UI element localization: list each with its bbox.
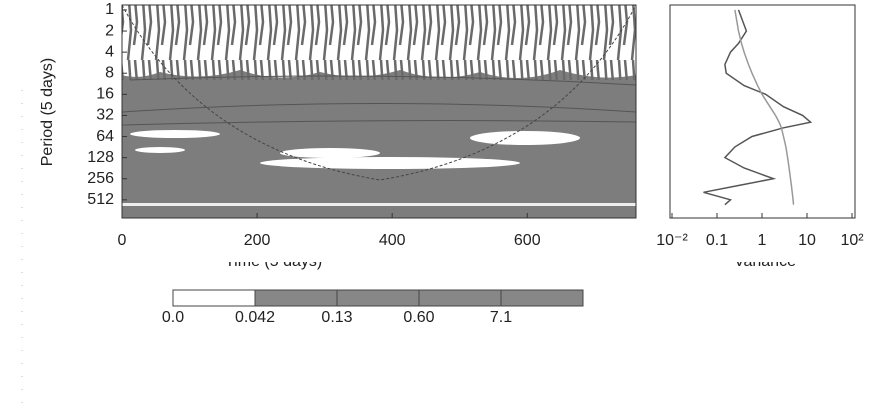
y-axis-label: Period (5 days) <box>39 58 56 167</box>
spectrum-line <box>734 9 795 205</box>
x-tick-label: 400 <box>379 232 406 249</box>
contour-line <box>129 75 636 86</box>
x-tick-label: 10⁻² <box>656 232 688 249</box>
streaks <box>122 5 636 80</box>
colorbar-segment <box>500 289 584 307</box>
high-power-blob <box>135 147 185 153</box>
x-tick-label: 10² <box>840 232 864 249</box>
x-tick-label: 0 <box>118 232 127 249</box>
label-cut <box>0 254 874 262</box>
x-tick-label: 10 <box>798 232 816 249</box>
high-power-blob <box>260 157 520 169</box>
x-tick-label: 1 <box>758 232 767 249</box>
cone-of-influence <box>122 5 636 181</box>
colorbar-segment <box>418 289 502 307</box>
y-tick-label: 32 <box>96 107 114 124</box>
y-tick-label: 8 <box>105 64 114 81</box>
y-tick-label: 16 <box>96 86 114 103</box>
y-tick-label: 2 <box>105 22 114 39</box>
colorbar-label: 7.1 <box>490 309 512 326</box>
y-tick-label: 128 <box>87 149 114 166</box>
main-frame <box>121 4 637 219</box>
contour-line <box>122 103 636 113</box>
contour-line <box>122 120 636 126</box>
colorbar-segment <box>172 289 256 307</box>
y-tick-label: 1 <box>105 1 114 18</box>
high-power-band <box>122 203 636 206</box>
colorbar-label: 0.60 <box>403 309 434 326</box>
y-tick-label: 512 <box>87 191 114 208</box>
colorbar-segment <box>254 289 338 307</box>
colorbar-segment <box>336 289 420 307</box>
x-tick-label: 600 <box>514 232 541 249</box>
x-tick-label: 200 <box>244 232 271 249</box>
colorbar-label: 0.13 <box>321 309 352 326</box>
y-tick-label: 64 <box>96 128 114 145</box>
spectrum-line <box>703 9 813 206</box>
high-power-blob <box>470 131 580 145</box>
x-tick-label: 0.1 <box>706 232 728 249</box>
y-tick-label: 4 <box>105 43 114 60</box>
colorbar-label: 0.0 <box>162 309 184 326</box>
high-power-blob <box>130 130 220 138</box>
global-frame <box>669 4 856 219</box>
high-power-blob <box>280 148 380 158</box>
colorbar-label: 0.042 <box>235 309 275 326</box>
contour-field <box>122 5 636 218</box>
y-tick-label: 256 <box>87 170 114 187</box>
